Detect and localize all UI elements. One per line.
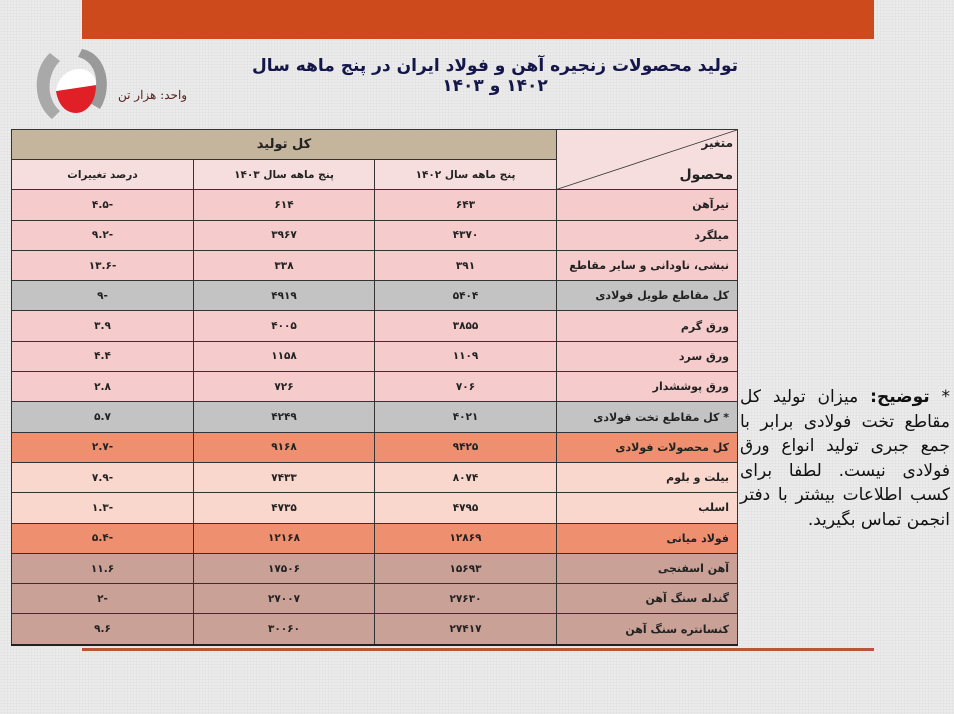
product-cell: تیرآهن — [556, 189, 739, 221]
corner-header-cell: متغیر محصول — [556, 128, 739, 191]
value-1403-cell: ۴۲۴۹ — [193, 401, 376, 433]
table-row: اسلب ۴۷۹۵ ۴۷۳۵ -۱.۳ — [10, 492, 739, 524]
value-1403-cell: ۲۷۰۰۷ — [193, 583, 376, 615]
total-production-header: کل تولید — [10, 129, 558, 160]
product-cell: اسلب — [556, 492, 739, 524]
top-banner-bar — [82, 0, 874, 39]
value-1403-cell: ۷۴۳۳ — [193, 461, 376, 494]
change-percent-cell: ۱۱.۶ — [10, 552, 195, 585]
value-1402-cell: ۴۰۲۱ — [374, 401, 558, 433]
product-cell: کل مقاطع طویل فولادی — [556, 280, 739, 312]
value-1403-cell: ۹۱۶۸ — [193, 431, 376, 463]
product-cell: کل محصولات فولادی — [556, 431, 739, 463]
change-percent-cell: -۹ — [10, 280, 195, 312]
change-percent-cell: -۱.۳ — [10, 492, 195, 524]
value-1403-cell: ۴۰۰۵ — [193, 310, 376, 342]
value-1403-cell: ۷۲۶ — [193, 371, 376, 403]
change-percent-cell: ۵.۷ — [10, 401, 195, 433]
change-percent-cell: ۳.۹ — [10, 310, 195, 342]
table-row: ورق سرد ۱۱۰۹ ۱۱۵۸ ۴.۴ — [10, 340, 739, 373]
association-logo-icon — [30, 47, 114, 125]
change-percent-cell: ۲.۸ — [10, 371, 195, 403]
change-percent-cell: -۱۳.۶ — [10, 249, 195, 282]
product-cell: ورق پوششدار — [556, 371, 739, 403]
value-1402-cell: ۱۱۰۹ — [374, 340, 558, 373]
unit-label: واحد: هزار تن — [118, 88, 188, 102]
table-row: نبشی، ناودانی و سایر مقاطع ۳۹۱ ۳۳۸ -۱۳.۶ — [10, 249, 739, 282]
production-table: متغیر محصول کل تولید پنج ماهه سال ۱۴۰۲ پ… — [10, 128, 739, 646]
product-cell: آهن اسفنجی — [556, 552, 739, 585]
asterisk-marker: * — [929, 387, 950, 407]
product-cell: فولاد میانی — [556, 522, 739, 554]
product-cell: نبشی، ناودانی و سایر مقاطع — [556, 249, 739, 282]
value-1402-cell: ۱۵۶۹۳ — [374, 552, 558, 585]
footnote-label: توضیح: — [870, 387, 930, 407]
footnote: * توضیح: میزان تولید کل مقاطع تخت فولادی… — [740, 385, 950, 532]
value-1402-cell: ۷۰۶ — [374, 371, 558, 403]
variable-label: متغیر — [701, 136, 734, 150]
change-percent-cell: -۲ — [10, 583, 195, 615]
product-cell: ورق گرم — [556, 310, 739, 342]
value-1402-cell: ۵۴۰۴ — [374, 280, 558, 312]
table-subheader-row: پنج ماهه سال ۱۴۰۲ پنج ماهه سال ۱۴۰۳ درصد… — [10, 158, 738, 191]
product-cell: کنسانتره سنگ آهن — [556, 613, 739, 646]
change-percent-cell: -۲.۷ — [10, 431, 195, 463]
table-row: ورق گرم ۳۸۵۵ ۴۰۰۵ ۳.۹ — [10, 310, 739, 342]
value-1402-cell: ۲۷۴۱۷ — [374, 613, 558, 646]
value-1402-cell: ۴۳۷۰ — [374, 219, 558, 251]
page-title: تولید محصولات زنجیره آهن و فولاد ایران د… — [252, 56, 738, 96]
footnote-text: میزان تولید کل مقاطع تخت فولادی برابر با… — [740, 387, 950, 530]
product-label: محصول — [679, 167, 734, 184]
value-1402-cell: ۹۴۲۵ — [374, 431, 558, 463]
value-1402-cell: ۸۰۷۴ — [374, 461, 558, 494]
value-1402-cell: ۳۸۵۵ — [374, 310, 558, 342]
table-row: تیرآهن ۶۴۳ ۶۱۴ -۴.۵ — [10, 189, 739, 221]
column-header-1402: پنج ماهه سال ۱۴۰۲ — [374, 158, 558, 191]
value-1403-cell: ۱۷۵۰۶ — [193, 552, 376, 585]
value-1403-cell: ۳۳۸ — [193, 249, 376, 282]
value-1402-cell: ۲۷۶۳۰ — [374, 583, 558, 615]
table-row: * کل مقاطع تخت فولادی ۴۰۲۱ ۴۲۴۹ ۵.۷ — [10, 401, 739, 433]
product-cell: میلگرد — [556, 219, 739, 251]
table-row: فولاد میانی ۱۲۸۶۹ ۱۲۱۶۸ -۵.۴ — [10, 522, 739, 554]
table-row: کل مقاطع طویل فولادی ۵۴۰۴ ۴۹۱۹ -۹ — [10, 280, 739, 312]
table-row: بیلت و بلوم ۸۰۷۴ ۷۴۳۳ -۷.۹ — [10, 461, 739, 494]
value-1402-cell: ۳۹۱ — [374, 249, 558, 282]
bottom-divider — [82, 648, 874, 651]
value-1403-cell: ۱۱۵۸ — [193, 340, 376, 373]
table-row: میلگرد ۴۳۷۰ ۳۹۶۷ -۹.۲ — [10, 219, 739, 251]
value-1403-cell: ۶۱۴ — [193, 189, 376, 221]
column-header-change: درصد تغییرات — [10, 158, 195, 191]
product-cell: بیلت و بلوم — [556, 461, 739, 494]
column-header-1403: پنج ماهه سال ۱۴۰۳ — [193, 158, 376, 191]
value-1403-cell: ۱۲۱۶۸ — [193, 522, 376, 554]
value-1402-cell: ۴۷۹۵ — [374, 492, 558, 524]
change-percent-cell: -۵.۴ — [10, 522, 195, 554]
table-row: گندله سنگ آهن ۲۷۶۳۰ ۲۷۰۰۷ -۲ — [10, 583, 739, 615]
change-percent-cell: -۷.۹ — [10, 461, 195, 494]
table-header-row: متغیر محصول کل تولید — [10, 128, 739, 191]
change-percent-cell: ۴.۴ — [10, 340, 195, 373]
table-row: ورق پوششدار ۷۰۶ ۷۲۶ ۲.۸ — [10, 371, 739, 403]
value-1403-cell: ۴۹۱۹ — [193, 280, 376, 312]
value-1403-cell: ۴۷۳۵ — [193, 492, 376, 524]
product-cell: * کل مقاطع تخت فولادی — [556, 401, 739, 433]
change-percent-cell: -۹.۲ — [10, 219, 195, 251]
value-1402-cell: ۱۲۸۶۹ — [374, 522, 558, 554]
change-percent-cell: -۴.۵ — [10, 189, 195, 221]
value-1403-cell: ۳۰۰۶۰ — [193, 613, 376, 646]
change-percent-cell: ۹.۶ — [10, 613, 195, 646]
value-1403-cell: ۳۹۶۷ — [193, 219, 376, 251]
value-1402-cell: ۶۴۳ — [374, 189, 558, 221]
table-row: آهن اسفنجی ۱۵۶۹۳ ۱۷۵۰۶ ۱۱.۶ — [10, 552, 739, 585]
table-row: کنسانتره سنگ آهن ۲۷۴۱۷ ۳۰۰۶۰ ۹.۶ — [10, 613, 739, 646]
table-row: کل محصولات فولادی ۹۴۲۵ ۹۱۶۸ -۲.۷ — [10, 431, 739, 463]
product-cell: ورق سرد — [556, 340, 739, 373]
product-cell: گندله سنگ آهن — [556, 583, 739, 615]
